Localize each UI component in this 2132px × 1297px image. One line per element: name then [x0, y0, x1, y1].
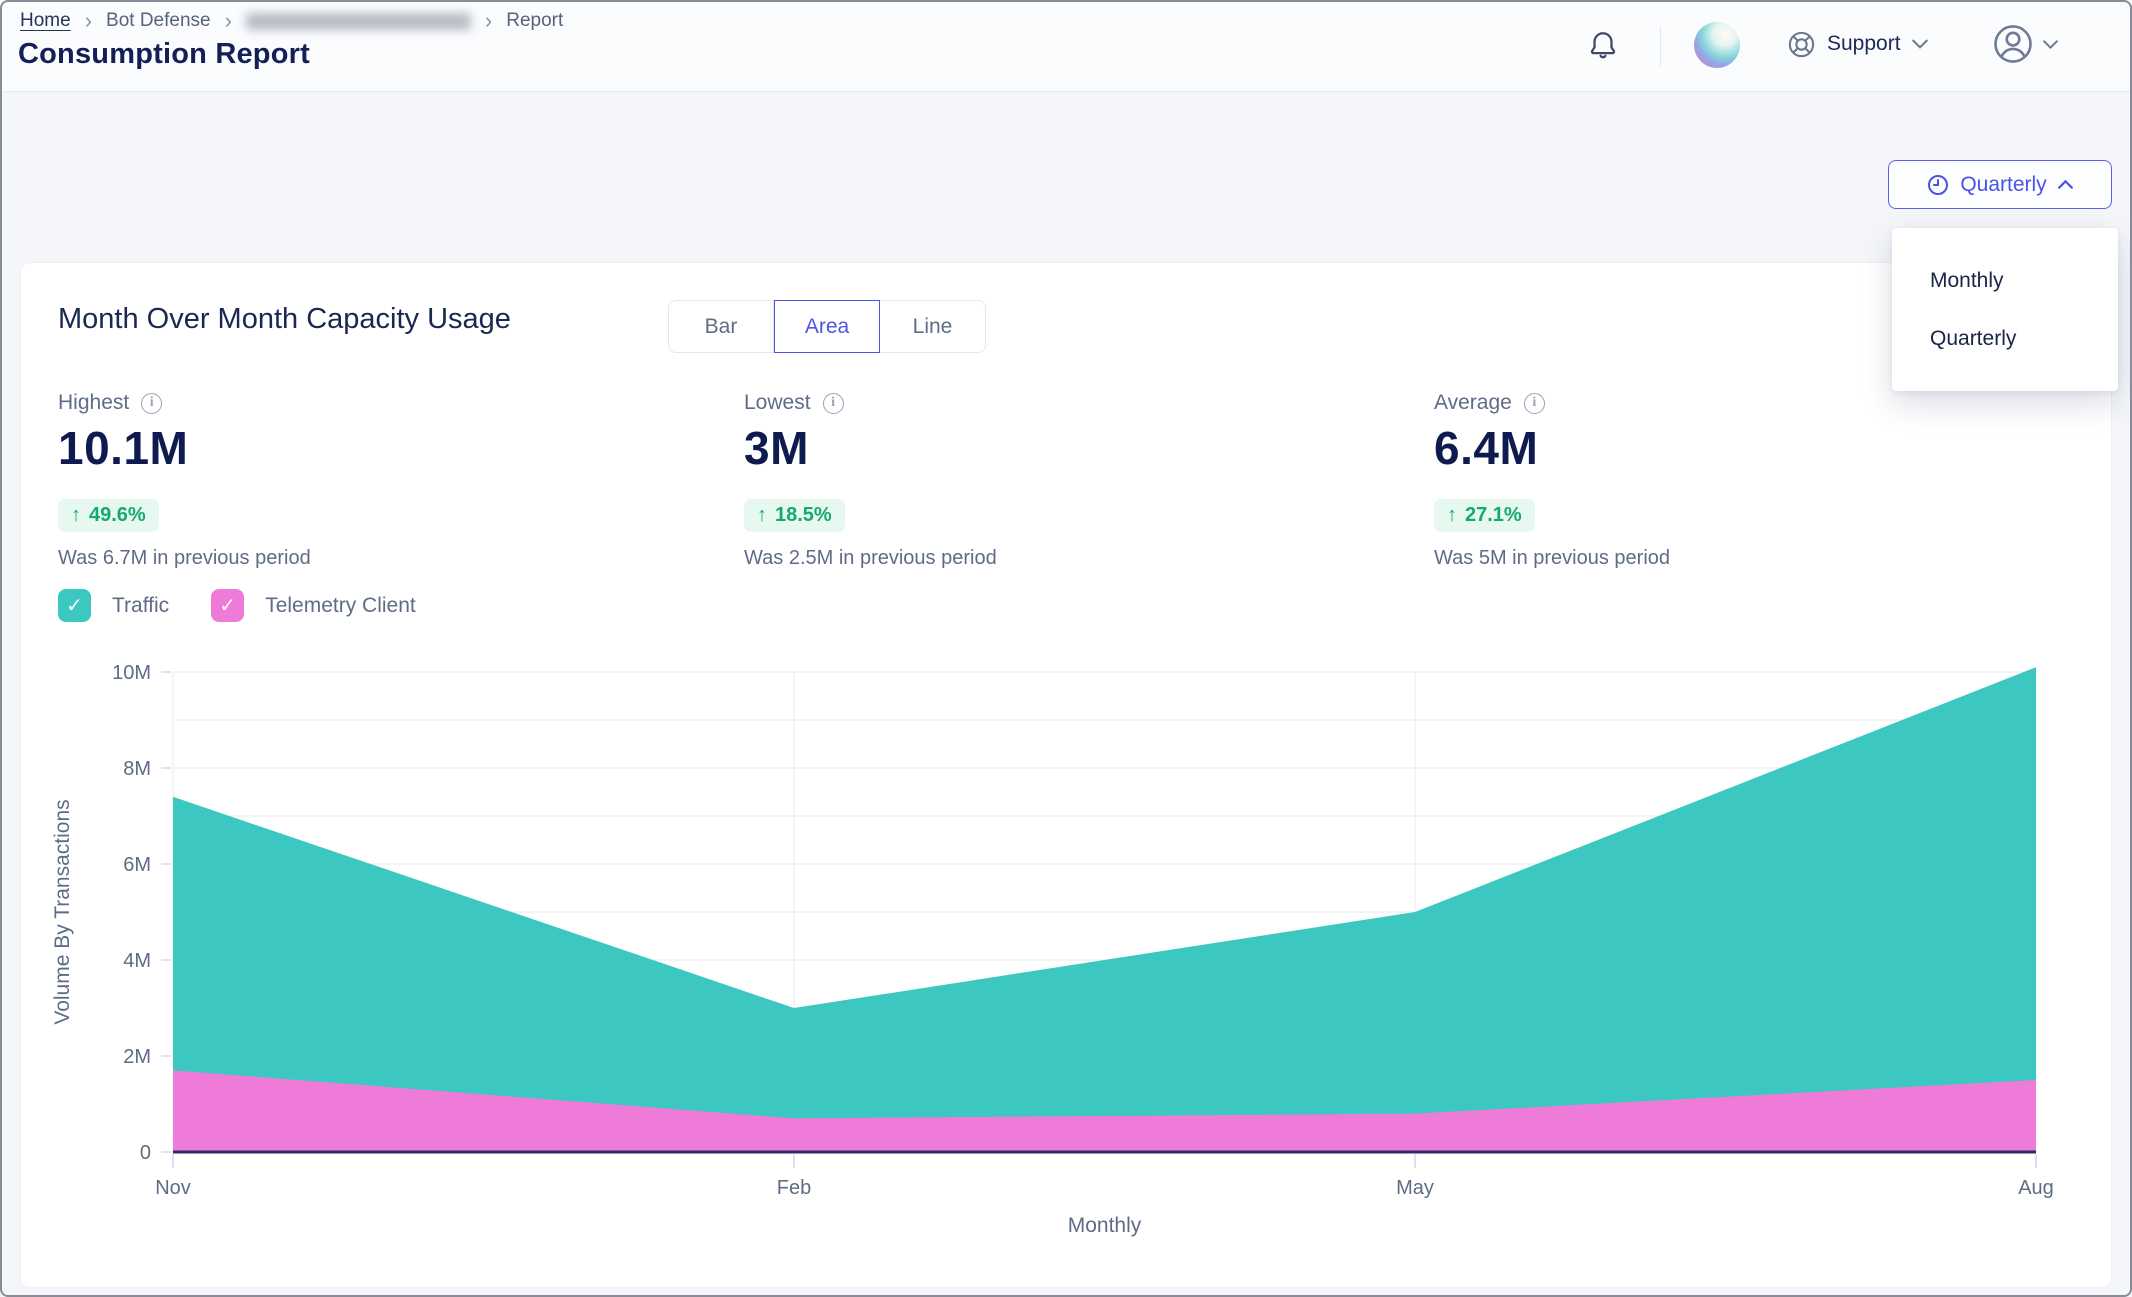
notification-bell-icon[interactable] — [1583, 26, 1623, 66]
arrow-up-icon: ↑ — [757, 504, 767, 526]
chevron-down-icon — [1911, 38, 1929, 50]
svg-text:May: May — [1396, 1177, 1434, 1199]
svg-text:4M: 4M — [123, 950, 151, 972]
assistant-orb-avatar[interactable] — [1694, 22, 1740, 68]
delta-value: 27.1% — [1465, 504, 1522, 526]
check-icon: ✓ — [219, 595, 237, 617]
svg-text:10M: 10M — [112, 662, 151, 684]
header-divider — [1660, 26, 1661, 66]
svg-text:Nov: Nov — [155, 1177, 191, 1199]
info-icon[interactable]: i — [141, 392, 163, 414]
chevron-right-icon: › — [84, 8, 93, 33]
legend-label: Telemetry Client — [265, 593, 416, 617]
svg-text:0: 0 — [140, 1142, 151, 1164]
delta-badge: ↑ 18.5% — [744, 499, 845, 532]
period-selector-button[interactable]: Quarterly — [1888, 160, 2112, 209]
area-chart-svg: 0 2M 4M 6M 8M 10M Nov Feb May Aug Monthly Volume By… — [51, 662, 2054, 1237]
delta-value: 18.5% — [775, 504, 832, 526]
chevron-up-icon — [2057, 179, 2074, 190]
stat-value: 6.4M — [1434, 422, 1539, 474]
chart-type-area[interactable]: Area — [774, 300, 880, 353]
stat-value: 10.1M — [58, 422, 189, 474]
chevron-right-icon: › — [484, 8, 493, 33]
info-icon[interactable]: i — [822, 392, 844, 414]
traffic-checkbox[interactable]: ✓ — [58, 589, 91, 622]
menu-item-quarterly[interactable]: Quarterly — [1930, 327, 2017, 350]
stat-value: 3M — [744, 422, 809, 474]
user-avatar-icon — [1992, 23, 2034, 65]
delta-value: 49.6% — [89, 504, 146, 526]
delta-badge: ↑ 27.1% — [1434, 499, 1535, 532]
telemetry-client-checkbox[interactable]: ✓ — [211, 589, 245, 622]
delta-badge: ↑ 49.6% — [58, 499, 159, 532]
life-ring-icon — [1786, 29, 1817, 60]
series-legend: ✓ Traffic ✓ Telemetry Client — [58, 589, 416, 622]
card-title: Month Over Month Capacity Usage — [58, 303, 511, 335]
capacity-usage-card: Month Over Month Capacity Usage Bar Area… — [20, 262, 2112, 1288]
svg-text:Volume By Transactions: Volume By Transactions — [51, 799, 74, 1024]
breadcrumb: Home › Bot Defense › › Report — [20, 10, 563, 32]
stat-caption: Was 6.7M in previous period — [58, 547, 311, 569]
page-title: Consumption Report — [18, 38, 310, 70]
user-account-menu[interactable] — [1992, 22, 2059, 66]
legend-label: Traffic — [112, 593, 170, 617]
info-icon[interactable]: i — [1523, 392, 1545, 414]
stat-caption: Was 5M in previous period — [1434, 547, 1671, 569]
breadcrumb-item-home[interactable]: Home — [20, 10, 71, 31]
support-label: Support — [1827, 32, 1901, 55]
svg-text:6M: 6M — [123, 854, 151, 876]
chart-type-line[interactable]: Line — [880, 300, 986, 353]
breadcrumb-item-report: Report — [506, 10, 564, 31]
svg-text:Feb: Feb — [777, 1177, 811, 1199]
chevron-down-icon — [2042, 39, 2059, 50]
menu-item-monthly[interactable]: Monthly — [1930, 269, 2004, 292]
stat-label: Average — [1434, 391, 1512, 414]
period-selector-value: Quarterly — [1960, 172, 2047, 196]
stat-label: Lowest — [744, 391, 811, 414]
svg-text:2M: 2M — [123, 1046, 151, 1068]
svg-text:Aug: Aug — [2018, 1177, 2054, 1199]
arrow-up-icon: ↑ — [1447, 504, 1457, 526]
svg-text:Monthly: Monthly — [1068, 1214, 1142, 1237]
breadcrumb-item-bot-defense[interactable]: Bot Defense — [106, 10, 211, 31]
period-dropdown-menu: Monthly Quarterly — [1892, 228, 2118, 391]
legend-item-traffic: ✓ Traffic — [58, 589, 169, 622]
support-menu[interactable]: Support — [1786, 24, 1929, 64]
breadcrumb-item-redacted[interactable] — [245, 12, 471, 30]
svg-text:8M: 8M — [123, 758, 151, 780]
stat-caption: Was 2.5M in previous period — [744, 547, 997, 569]
chart-type-bar[interactable]: Bar — [668, 300, 774, 353]
clock-icon — [1926, 173, 1950, 197]
app-header: Home › Bot Defense › › Report Consumptio… — [0, 0, 2132, 92]
arrow-up-icon: ↑ — [71, 504, 81, 526]
area-chart: 0 2M 4M 6M 8M 10M Nov Feb May Aug Monthly Volume By… — [41, 646, 2113, 1261]
legend-item-telemetry-client: ✓ Telemetry Client — [211, 589, 416, 622]
chart-type-toggle: Bar Area Line — [668, 300, 986, 353]
check-icon: ✓ — [66, 595, 83, 617]
stat-label: Highest — [58, 391, 130, 414]
chevron-right-icon: › — [224, 8, 232, 33]
